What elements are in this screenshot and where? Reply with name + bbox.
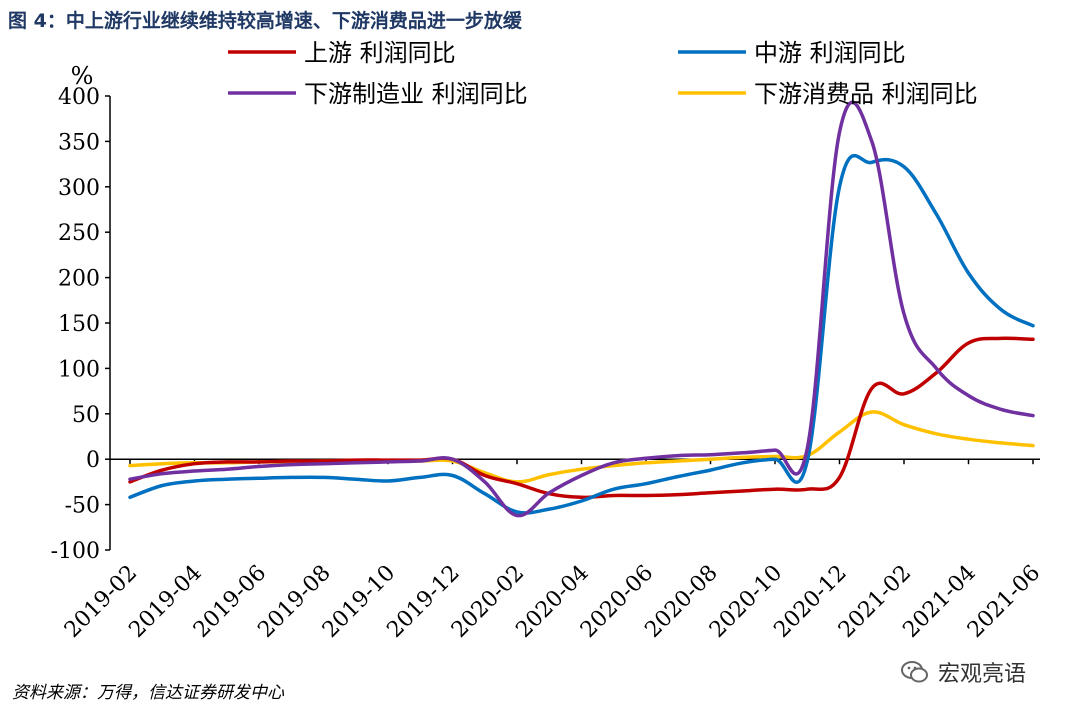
y-tick-label: 0 <box>86 448 100 473</box>
y-tick-label: 50 <box>72 403 100 428</box>
y-tick-label: 250 <box>58 221 100 246</box>
series-line <box>128 336 1035 500</box>
series-line <box>128 410 1035 484</box>
wechat-icon <box>901 661 928 683</box>
y-tick-label: -50 <box>65 494 100 519</box>
series-line <box>128 100 1035 518</box>
chart-title: 图 4：中上游行业继续维持较高增速、下游消费品进一步放缓 <box>8 10 522 32</box>
watermark: 宏观亮语 <box>900 656 1026 688</box>
legend-label: 下游消费品 利润同比 <box>754 80 978 108</box>
y-tick-label: 200 <box>58 267 100 292</box>
series-line <box>128 153 1035 515</box>
series-lines <box>128 100 1035 518</box>
y-tick-label: 100 <box>58 357 100 382</box>
y-tick-label: 300 <box>58 176 100 201</box>
axes: -100-500501001502002503003504002019-0220… <box>51 62 1046 643</box>
legend-label: 中游 利润同比 <box>754 39 906 67</box>
y-tick-label: 150 <box>58 312 100 337</box>
watermark-text: 宏观亮语 <box>938 662 1027 687</box>
legend-label: 上游 利润同比 <box>304 39 456 67</box>
y-axis-unit: % <box>71 62 94 90</box>
legend-label: 下游制造业 利润同比 <box>304 80 528 108</box>
y-tick-label: 400 <box>58 85 100 110</box>
source-note: 资料来源：万得，信达证券研发中心 <box>12 683 284 703</box>
y-tick-label: 350 <box>58 130 100 155</box>
y-tick-label: -100 <box>51 539 100 564</box>
